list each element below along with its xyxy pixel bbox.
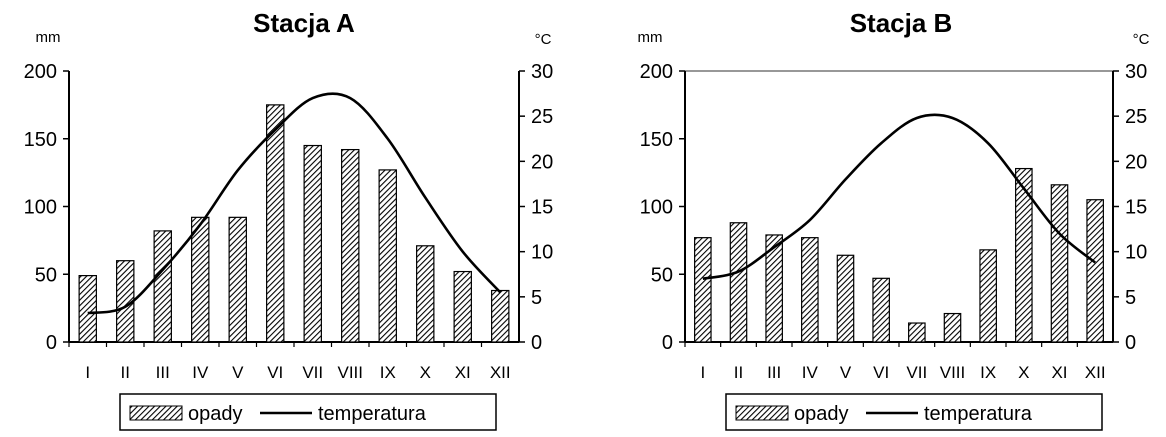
- left-axis-unit: mm: [638, 29, 663, 46]
- left-tick-label: 200: [640, 61, 673, 83]
- bar-opady: [1086, 199, 1104, 343]
- bar-opady: [979, 249, 997, 343]
- left-axis-unit: mm: [36, 29, 61, 46]
- right-tick-label: 30: [531, 61, 553, 83]
- bar-opady: [228, 216, 247, 343]
- right-tick-label: 25: [531, 106, 553, 128]
- chart-title: Stacja B: [850, 8, 953, 38]
- bar-opady: [266, 104, 285, 343]
- x-tick-label: IX: [980, 363, 996, 382]
- chart-title: Stacja A: [253, 8, 355, 38]
- right-tick-label: 15: [1125, 197, 1147, 219]
- left-tick-label: 100: [640, 197, 673, 219]
- right-tick-label: 30: [1125, 61, 1147, 83]
- left-tick-label: 50: [651, 264, 673, 286]
- legend-bar-swatch: [735, 405, 789, 421]
- bar-opady: [416, 245, 435, 343]
- bar-opady: [872, 277, 890, 343]
- x-tick-label: XII: [490, 363, 511, 382]
- x-tick-label: X: [420, 363, 431, 382]
- bar-opady: [836, 254, 855, 343]
- left-tick-label: 200: [24, 61, 57, 83]
- bar-opady: [765, 234, 783, 343]
- x-tick-label: I: [700, 363, 705, 382]
- bar-opady: [1015, 167, 1033, 343]
- x-tick-label: VIII: [940, 363, 966, 382]
- x-tick-label: VI: [267, 363, 283, 382]
- bar-opady: [943, 312, 962, 343]
- legend-label-opady: opady: [188, 403, 243, 425]
- legend-bar-swatch: [129, 405, 183, 421]
- bar-opady: [729, 222, 748, 343]
- bar-opady: [78, 275, 97, 343]
- bar-opady: [153, 230, 172, 343]
- right-tick-label: 20: [1125, 151, 1147, 173]
- x-tick-label: IV: [192, 363, 209, 382]
- right-tick-label: 15: [531, 197, 553, 219]
- x-tick-label: V: [232, 363, 244, 382]
- bar-opady: [801, 237, 819, 343]
- right-axis-unit: °C: [1133, 31, 1150, 48]
- legend-label-temperatura: temperatura: [924, 403, 1033, 425]
- right-tick-label: 25: [1125, 106, 1147, 128]
- x-tick-label: XI: [1051, 363, 1067, 382]
- right-tick-label: 20: [531, 151, 553, 173]
- legend-label-opady: opady: [794, 403, 849, 425]
- x-tick-label: VI: [873, 363, 889, 382]
- x-tick-label: XII: [1085, 363, 1106, 382]
- legend-label-temperatura: temperatura: [318, 403, 427, 425]
- right-tick-label: 10: [1125, 242, 1147, 264]
- line-temperatura: [702, 113, 1096, 281]
- bar-opady: [491, 289, 510, 343]
- right-tick-label: 5: [1125, 287, 1136, 309]
- left-tick-label: 100: [24, 197, 57, 219]
- left-tick-label: 0: [46, 332, 57, 354]
- bar-opady: [908, 322, 926, 343]
- x-tick-label: VII: [302, 363, 323, 382]
- right-tick-label: 10: [531, 242, 553, 264]
- bar-opady: [378, 169, 397, 343]
- x-tick-label: II: [121, 363, 130, 382]
- x-tick-label: VIII: [337, 363, 363, 382]
- x-tick-label: I: [85, 363, 90, 382]
- bar-opady: [453, 270, 472, 343]
- bar-opady: [1050, 184, 1069, 343]
- bar-opady: [341, 148, 360, 343]
- x-tick-label: IX: [380, 363, 396, 382]
- left-tick-label: 150: [640, 129, 673, 151]
- left-tick-label: 150: [24, 129, 57, 151]
- right-tick-label: 5: [531, 287, 542, 309]
- bar-opady: [303, 144, 322, 343]
- x-tick-label: X: [1018, 363, 1029, 382]
- x-tick-label: III: [767, 363, 781, 382]
- x-tick-label: II: [734, 363, 743, 382]
- bar-opady: [191, 216, 210, 343]
- left-tick-label: 50: [35, 264, 57, 286]
- line-temperatura: [87, 92, 502, 315]
- x-tick-label: IV: [802, 363, 819, 382]
- bar-opady: [694, 237, 712, 343]
- right-axis-unit: °C: [535, 31, 552, 48]
- right-tick-label: 0: [531, 332, 542, 354]
- left-tick-label: 0: [662, 332, 673, 354]
- x-tick-label: XI: [455, 363, 471, 382]
- right-tick-label: 0: [1125, 332, 1136, 354]
- x-tick-label: III: [156, 363, 170, 382]
- x-tick-label: V: [840, 363, 852, 382]
- x-tick-label: VII: [906, 363, 927, 382]
